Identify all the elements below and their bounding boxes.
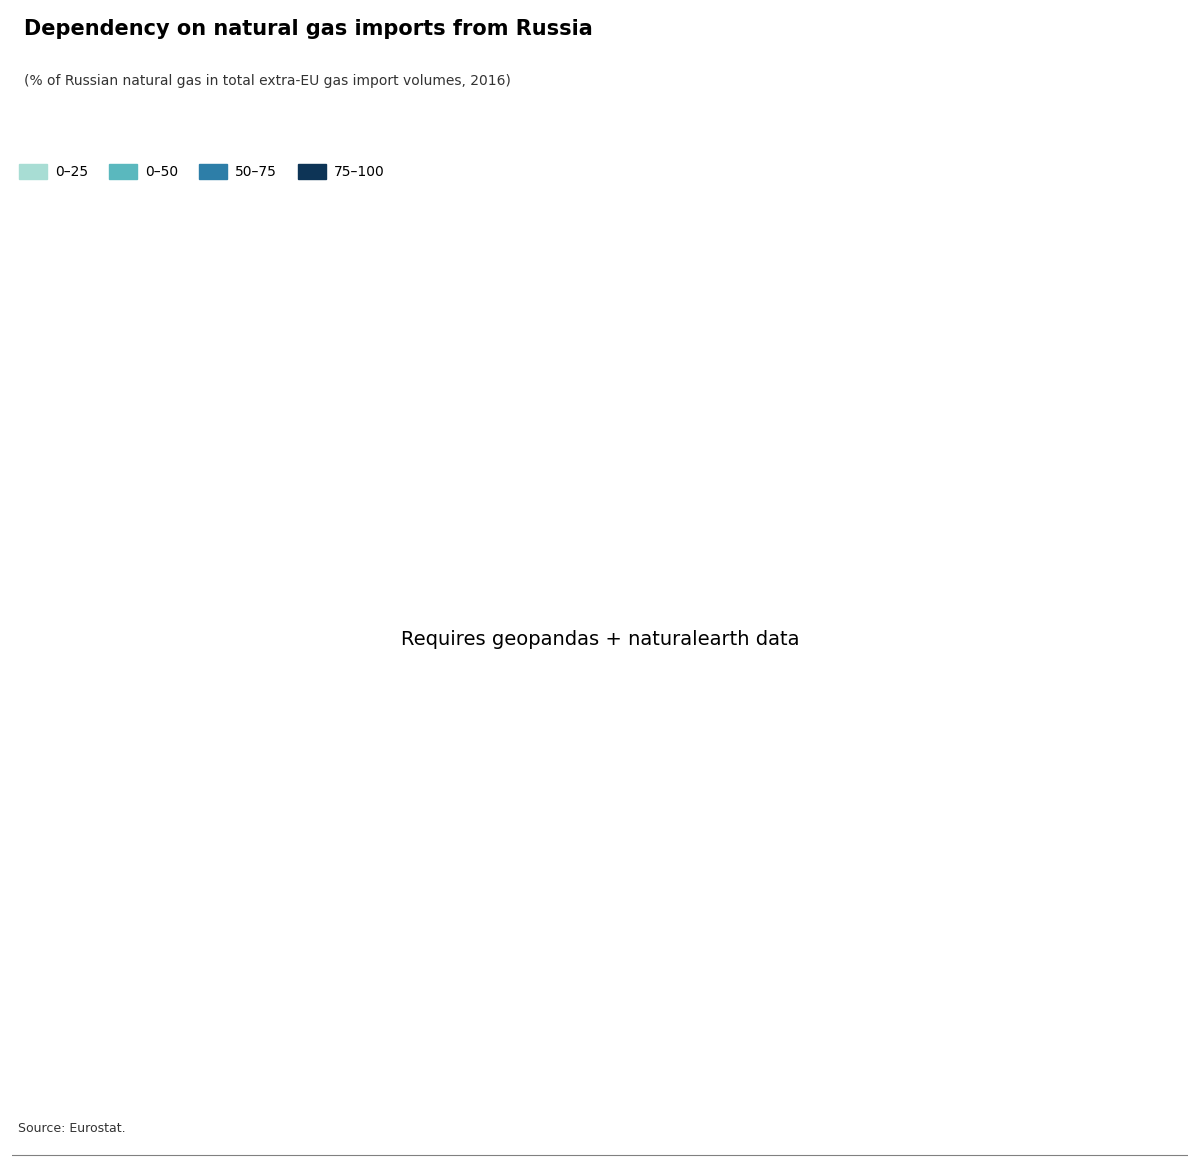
- Text: (% of Russian natural gas in total extra-EU gas import volumes, 2016): (% of Russian natural gas in total extra…: [24, 74, 511, 88]
- Text: Source: Eurostat.: Source: Eurostat.: [18, 1122, 126, 1135]
- Text: Requires geopandas + naturalearth data: Requires geopandas + naturalearth data: [401, 630, 799, 648]
- Text: Dependency on natural gas imports from Russia: Dependency on natural gas imports from R…: [24, 19, 593, 38]
- Legend: 0–25, 0–50, 50–75, 75–100: 0–25, 0–50, 50–75, 75–100: [19, 164, 385, 179]
